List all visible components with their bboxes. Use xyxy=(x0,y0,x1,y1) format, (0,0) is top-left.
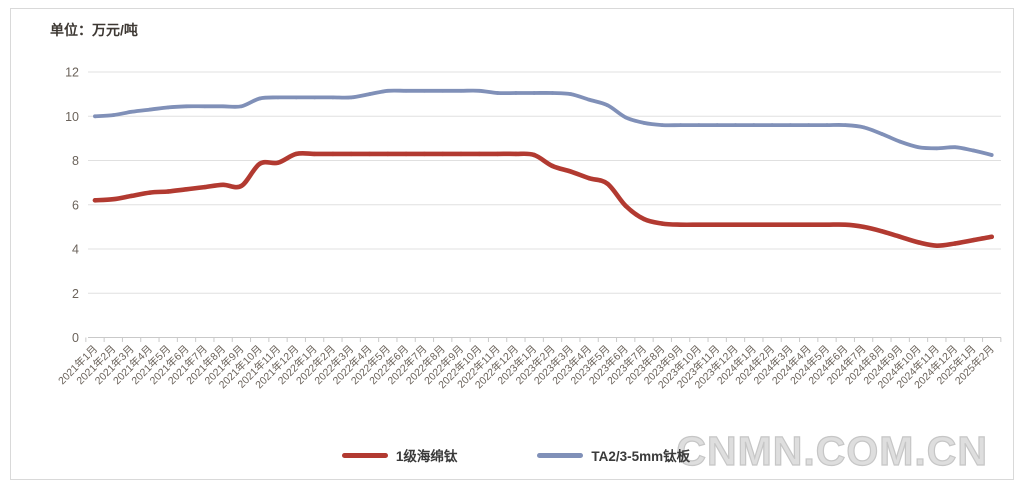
svg-text:6: 6 xyxy=(72,198,79,212)
svg-text:0: 0 xyxy=(72,331,79,345)
unit-label: 单位：万元/吨 xyxy=(50,22,138,38)
chart-legend: 1级海绵钛 TA2/3-5mm钛板 xyxy=(0,445,1032,465)
legend-item-titanium-plate: TA2/3-5mm钛板 xyxy=(537,445,690,465)
watermark: CNMN.COM.CN xyxy=(676,427,988,474)
svg-text:10: 10 xyxy=(65,110,79,124)
svg-text:2: 2 xyxy=(72,287,79,301)
svg-text:4: 4 xyxy=(72,243,79,257)
legend-label-titanium-plate: TA2/3-5mm钛板 xyxy=(591,449,691,464)
legend-line-swatch-blue-icon xyxy=(537,452,584,458)
legend-item-sponge-titanium: 1级海绵钛 xyxy=(341,445,458,465)
legend-label-sponge-titanium: 1级海绵钛 xyxy=(395,449,458,464)
svg-text:8: 8 xyxy=(72,154,79,168)
svg-text:12: 12 xyxy=(65,66,79,80)
legend-line-swatch-red-icon xyxy=(341,452,388,458)
